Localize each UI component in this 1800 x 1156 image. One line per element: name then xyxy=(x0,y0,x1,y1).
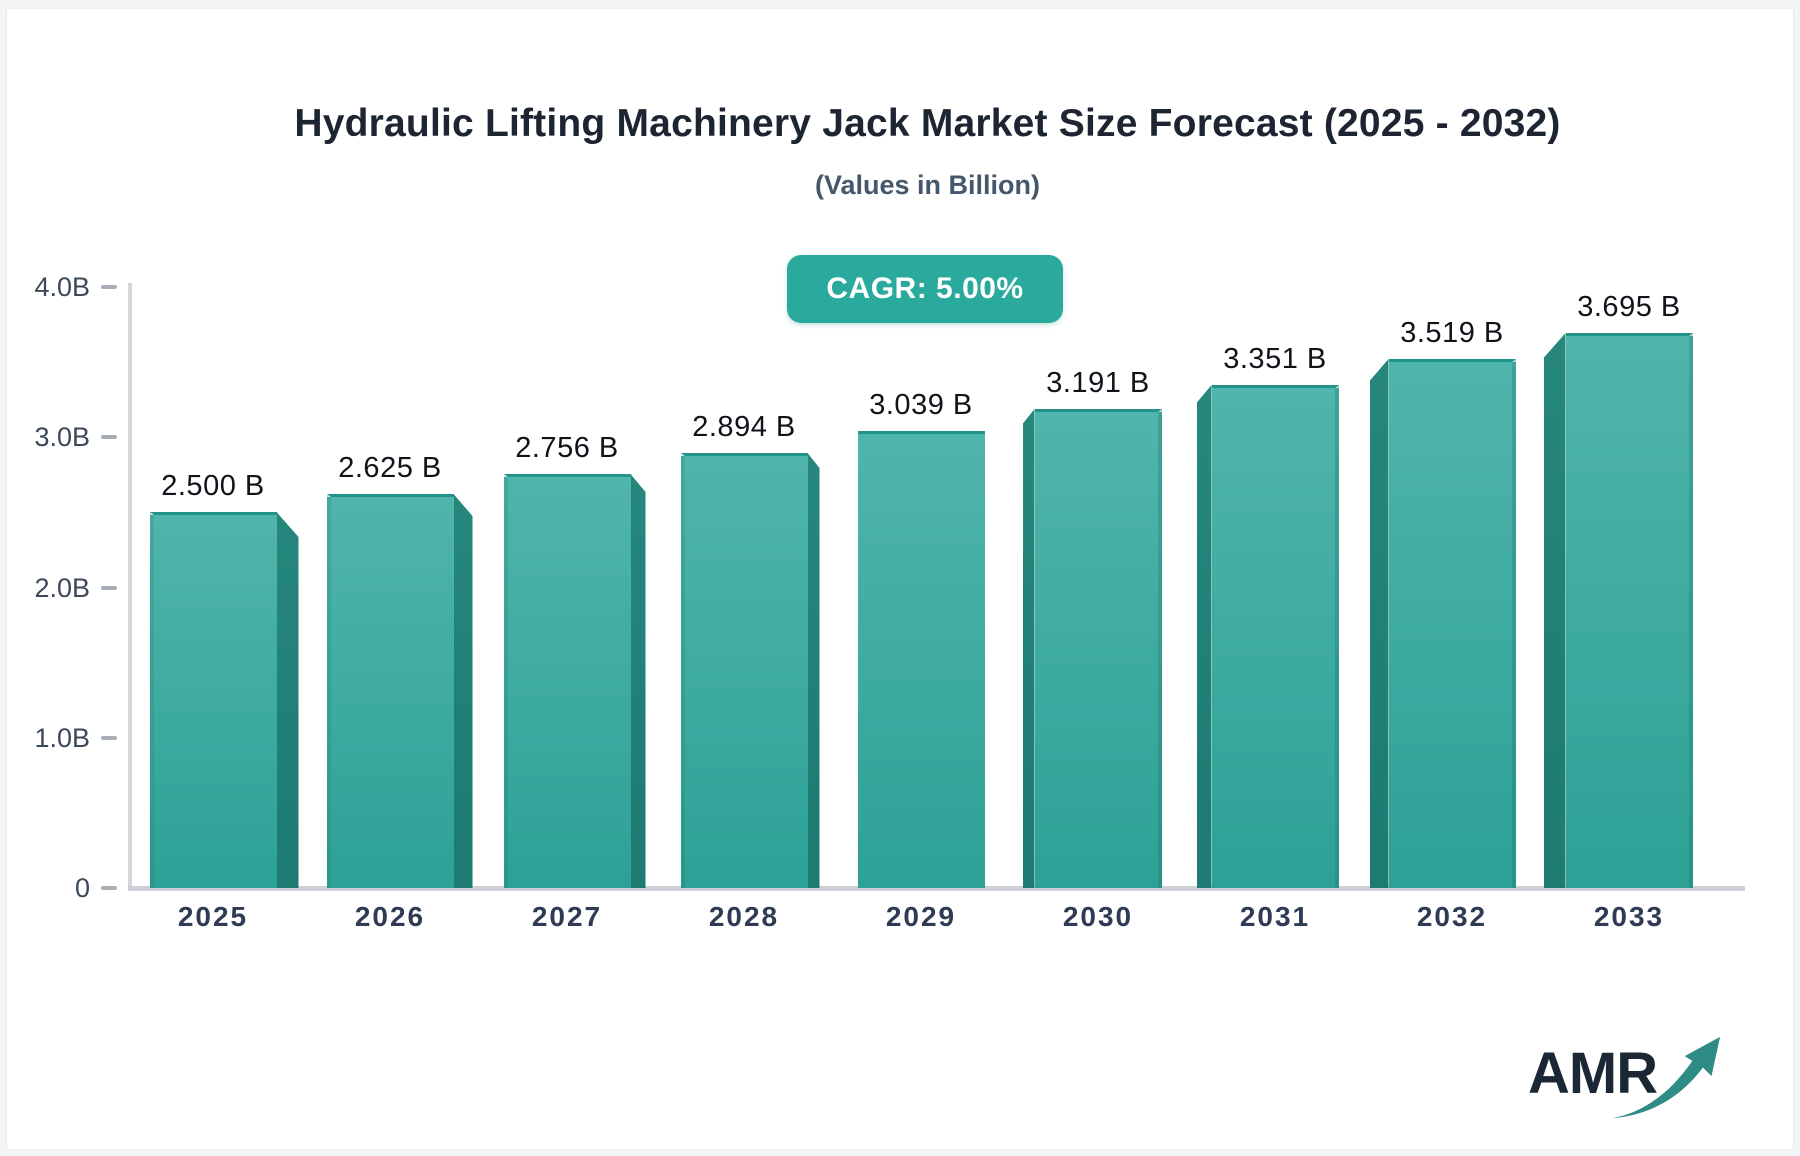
bar-2026[interactable] xyxy=(326,494,473,888)
bar-2029[interactable] xyxy=(857,431,985,888)
x-axis-label: 2030 xyxy=(1062,901,1134,932)
y-axis-tick-label: 1.0B xyxy=(34,722,90,753)
x-axis-label: 2025 xyxy=(177,901,249,932)
y-axis-line xyxy=(128,283,132,888)
bar-side-face xyxy=(1022,409,1035,888)
bar-2033[interactable] xyxy=(1543,333,1693,888)
y-axis-tick-mark xyxy=(101,435,117,440)
bar-front-face xyxy=(1034,409,1162,888)
bar-side-face xyxy=(1369,359,1389,888)
x-axis-label: 2028 xyxy=(708,901,780,932)
bar-2031[interactable] xyxy=(1196,385,1339,888)
bar-value-label: 2.625 B xyxy=(338,452,442,484)
x-axis-label: 2031 xyxy=(1239,901,1311,932)
x-axis-label: 2027 xyxy=(531,901,603,932)
bar-front-face xyxy=(680,453,808,888)
bar-front-face xyxy=(1565,333,1693,888)
bar-side-face xyxy=(453,494,473,888)
y-axis-tick-mark xyxy=(101,285,117,289)
bar-side-face xyxy=(630,474,646,888)
page-subtitle: (Values in Billion) xyxy=(814,170,1041,200)
x-axis-baseline xyxy=(128,886,1745,891)
bar-value-label: 2.756 B xyxy=(515,432,619,464)
amr-logo-text: AMR xyxy=(1528,1041,1658,1106)
x-axis-label: 2026 xyxy=(354,901,426,932)
bar-2027[interactable] xyxy=(503,474,646,888)
amr-logo: AMR xyxy=(1528,1032,1728,1132)
y-axis-tick-label: 2.0B xyxy=(34,572,90,603)
bar-value-label: 3.039 B xyxy=(869,389,973,421)
bar-2032[interactable] xyxy=(1369,359,1516,888)
y-axis-tick-label: 4.0B xyxy=(34,272,90,302)
bar-front-face xyxy=(149,512,277,888)
y-axis-tick-mark xyxy=(101,886,117,890)
bar-value-label: 3.351 B xyxy=(1223,343,1327,375)
growth-arrow-icon xyxy=(1612,1036,1721,1119)
x-axis-label: 2032 xyxy=(1416,901,1488,932)
bar-side-face xyxy=(1543,333,1566,888)
bar-side-face xyxy=(1196,385,1212,888)
x-axis-label: 2033 xyxy=(1593,901,1665,932)
bar-front-face xyxy=(1388,359,1516,888)
bar-value-label: 3.191 B xyxy=(1046,367,1150,399)
bar-front-face xyxy=(857,431,985,888)
bar-value-label: 3.519 B xyxy=(1400,317,1504,349)
y-axis-tick-mark xyxy=(101,585,117,590)
bar-front-face xyxy=(326,494,454,888)
bar-2025[interactable] xyxy=(149,512,299,888)
y-axis-tick-label: 0 xyxy=(74,873,90,903)
bar-2028[interactable] xyxy=(680,453,820,888)
bar-value-label: 2.894 B xyxy=(692,411,796,443)
x-axis-label: 2029 xyxy=(885,901,957,932)
bar-side-face xyxy=(276,512,299,888)
bar-value-label: 2.500 B xyxy=(161,470,265,502)
bar-value-label: 3.695 B xyxy=(1577,291,1681,323)
bar-front-face xyxy=(503,474,631,888)
y-axis-tick-label: 3.0B xyxy=(34,422,90,453)
bar-2030[interactable] xyxy=(1022,409,1162,888)
page-title: Hydraulic Lifting Machinery Jack Market … xyxy=(294,102,1561,145)
cagr-badge: CAGR: 5.00% xyxy=(787,255,1063,323)
y-axis-tick-mark xyxy=(101,735,117,740)
bar-side-face xyxy=(807,453,820,888)
bar-front-face xyxy=(1211,385,1339,888)
